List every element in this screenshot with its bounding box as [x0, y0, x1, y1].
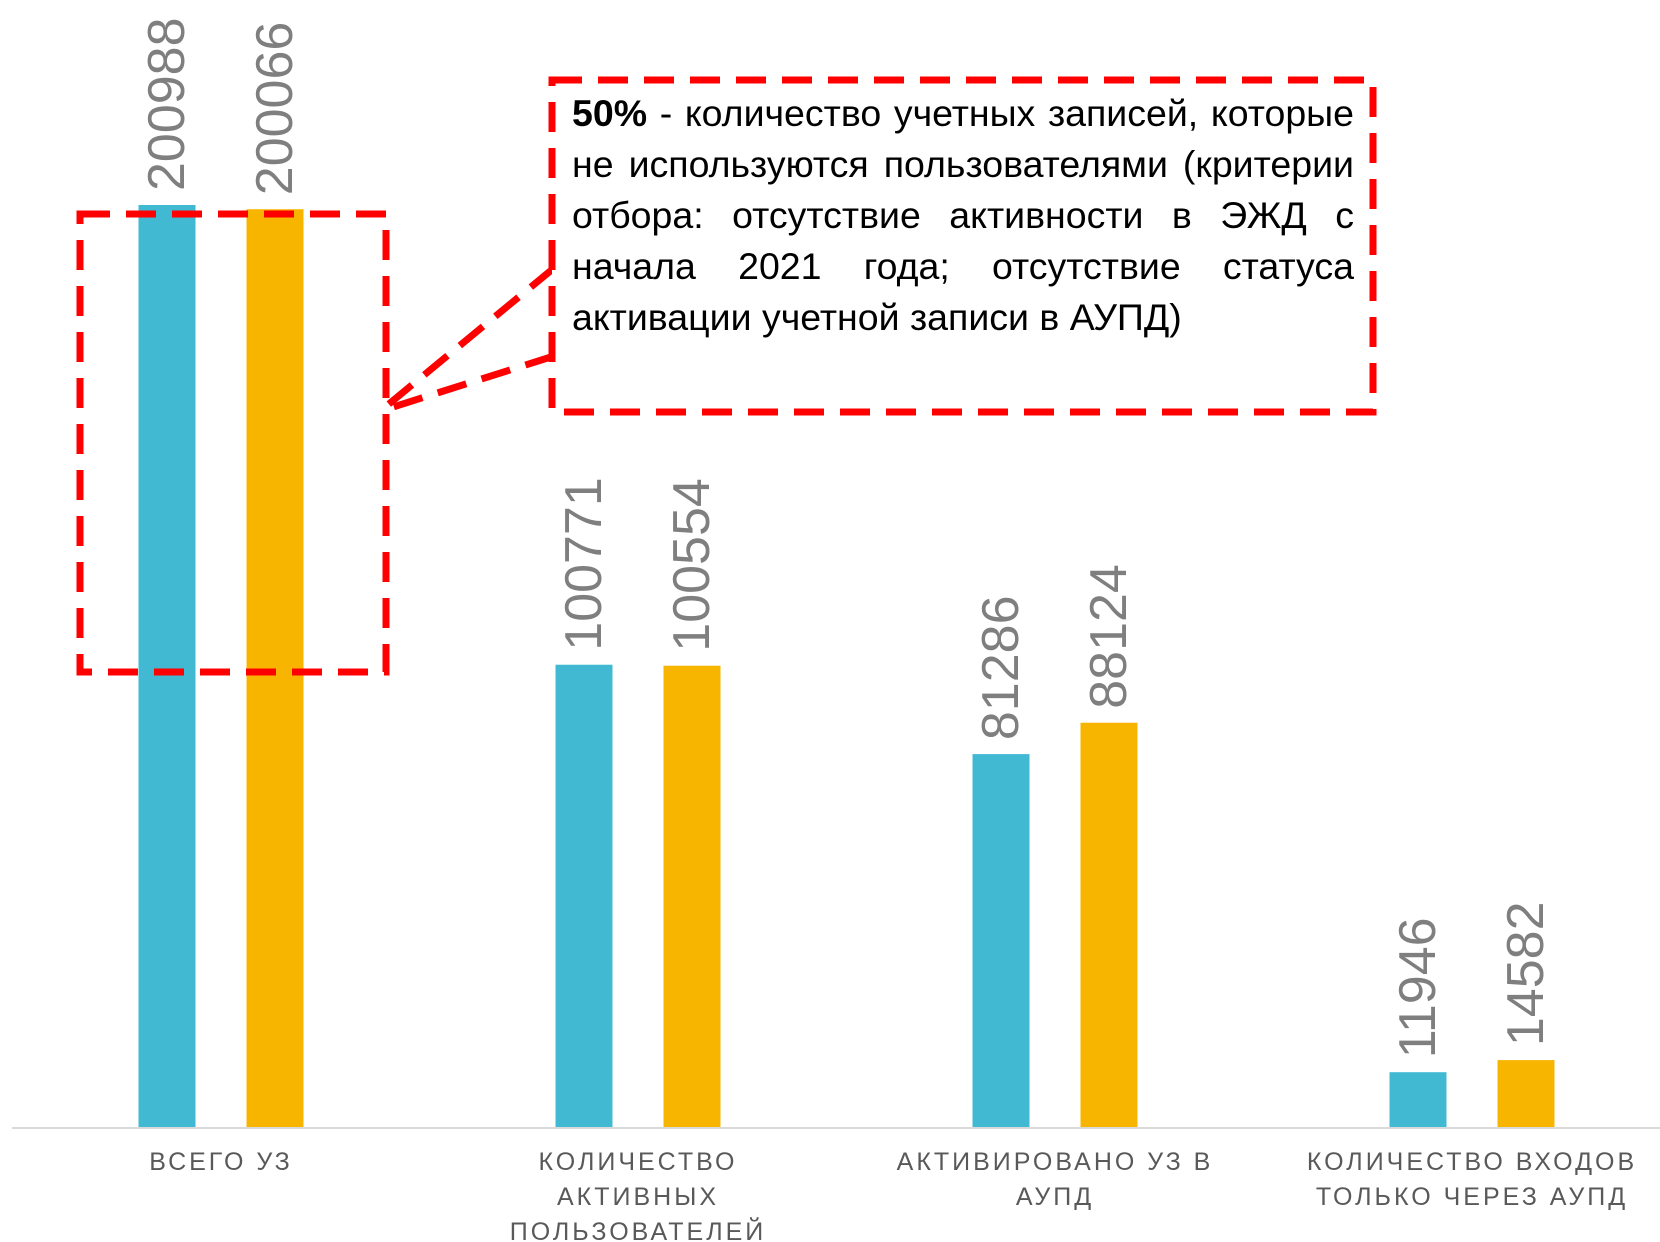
bar-0-series-1 [246, 209, 304, 1128]
data-label-2-series-1: 88124 [1080, 564, 1138, 709]
category-labels-group: ВСЕГО УЗ КОЛИЧЕСТВО АКТИВНЫХ ПОЛЬЗОВАТЕЛЕЙ А… [149, 1148, 1637, 1242]
bar-3-series-1 [1497, 1060, 1555, 1127]
data-labels-group: 200988 200066 100771 100554 81286 88124 11946 1… [138, 17, 1555, 1058]
data-label-3-series-0: 11946 [1389, 917, 1447, 1058]
category-label-2-line-0: АКТИВИРОВАНО УЗ В [897, 1148, 1214, 1176]
data-label-1-series-1: 100554 [663, 478, 721, 652]
category-label-1-line-0: КОЛИЧЕСТВО [539, 1148, 738, 1176]
bars-group [138, 205, 1555, 1128]
category-label-1-line-2: ПОЛЬЗОВАТЕЛЕЙ [510, 1216, 767, 1242]
callout-pointer-lower [388, 352, 556, 412]
category-label-2-line-1: АУПД [1016, 1183, 1094, 1211]
category-label-3-line-1: ТОЛЬКО ЧЕРЕЗ АУПД [1316, 1183, 1628, 1211]
data-label-2-series-0: 81286 [972, 596, 1030, 741]
bar-2-series-1 [1080, 722, 1138, 1127]
category-label-1-line-1: АКТИВНЫХ [557, 1183, 719, 1211]
callout-pointer-upper [381, 265, 557, 411]
category-label-0-line-0: ВСЕГО УЗ [149, 1148, 293, 1176]
bar-2-series-0 [972, 754, 1030, 1127]
bar-1-series-0 [555, 664, 613, 1127]
callout-text: 50% - количество учетных записей, которы… [572, 88, 1354, 343]
bar-1-series-1 [663, 665, 721, 1127]
data-label-1-series-0: 100771 [555, 477, 613, 651]
bar-3-series-0 [1389, 1072, 1447, 1127]
category-label-3-line-0: КОЛИЧЕСТВО ВХОДОВ [1307, 1148, 1637, 1176]
data-label-3-series-1: 14582 [1497, 901, 1555, 1046]
callout-bold-percent: 50% [572, 92, 648, 134]
bar-0-series-0 [138, 205, 196, 1127]
highlight-box [76, 210, 390, 676]
data-label-0-series-1: 200066 [246, 22, 304, 196]
callout-description: - количество учетных записей, которые не… [572, 92, 1354, 338]
data-label-0-series-0: 200988 [138, 17, 196, 191]
callout-box [548, 76, 1377, 416]
